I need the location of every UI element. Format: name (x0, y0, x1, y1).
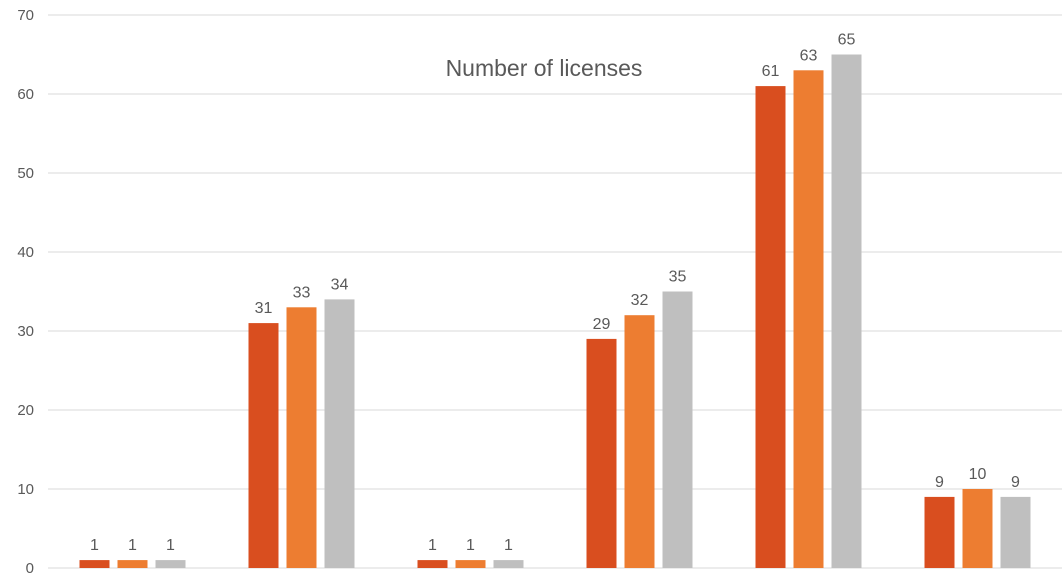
data-label: 33 (293, 284, 311, 301)
gridlines (48, 14, 1062, 569)
y-tick-label: 50 (17, 165, 34, 182)
y-tick-label: 0 (26, 560, 34, 574)
y-axis-tick-labels: 0 10 20 30 40 50 60 70 (17, 7, 34, 574)
data-label: 35 (669, 269, 687, 286)
data-labels: 1 1 1 31 33 34 1 1 1 29 32 35 61 63 65 9 10 9 (90, 32, 1020, 555)
data-label: 34 (331, 276, 349, 293)
bar (79, 560, 110, 568)
bar (755, 86, 786, 568)
bar (962, 489, 993, 568)
bar (417, 560, 448, 568)
data-label: 9 (935, 474, 944, 491)
bar (831, 54, 862, 568)
bar (924, 496, 955, 568)
bar (286, 307, 317, 568)
bars (79, 54, 1031, 569)
bar (793, 70, 824, 569)
bar (324, 299, 355, 568)
data-label: 1 (90, 537, 99, 554)
data-label: 31 (255, 300, 273, 317)
data-label: 1 (128, 537, 137, 554)
data-label: 32 (631, 292, 649, 309)
y-tick-label: 20 (17, 402, 34, 419)
bar (155, 560, 186, 568)
bar (117, 560, 148, 568)
data-label: 1 (428, 537, 437, 554)
bar (455, 560, 486, 568)
data-label: 1 (466, 537, 475, 554)
chart-title: Number of licenses (446, 55, 643, 81)
bar (662, 291, 693, 568)
data-label: 10 (969, 466, 987, 483)
bar (586, 338, 617, 568)
y-tick-label: 30 (17, 323, 34, 340)
bar (1000, 496, 1031, 568)
data-label: 63 (800, 47, 818, 64)
data-label: 65 (838, 32, 856, 49)
bar (248, 323, 279, 568)
y-tick-label: 10 (17, 481, 34, 498)
y-tick-label: 70 (17, 7, 34, 24)
bar (493, 560, 524, 568)
y-tick-label: 60 (17, 86, 34, 103)
data-label: 9 (1011, 474, 1020, 491)
data-label: 29 (593, 316, 611, 333)
data-label: 1 (504, 537, 513, 554)
data-label: 1 (166, 537, 175, 554)
bar (624, 315, 655, 568)
y-tick-label: 40 (17, 244, 34, 261)
data-label: 61 (762, 63, 780, 80)
